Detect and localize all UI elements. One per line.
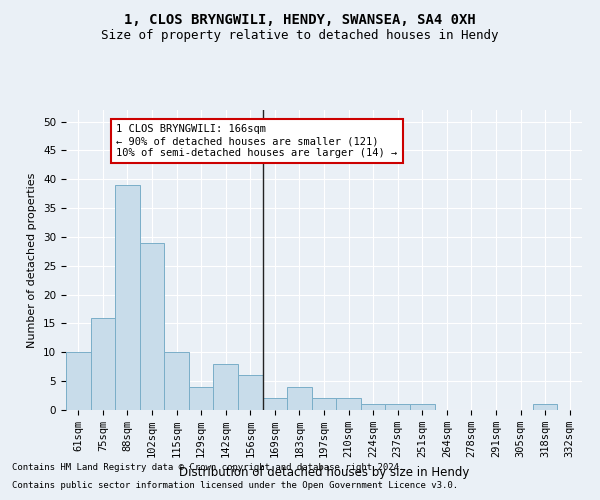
Text: 1 CLOS BRYNGWILI: 166sqm
← 90% of detached houses are smaller (121)
10% of semi-: 1 CLOS BRYNGWILI: 166sqm ← 90% of detach… (116, 124, 398, 158)
Text: Contains HM Land Registry data © Crown copyright and database right 2024.: Contains HM Land Registry data © Crown c… (12, 464, 404, 472)
Bar (385, 404, 410, 410)
Text: 1, CLOS BRYNGWILI, HENDY, SWANSEA, SA4 0XH: 1, CLOS BRYNGWILI, HENDY, SWANSEA, SA4 0… (124, 12, 476, 26)
Y-axis label: Number of detached properties: Number of detached properties (28, 172, 37, 348)
Bar (361, 404, 385, 410)
Bar (189, 387, 214, 410)
Bar (287, 387, 312, 410)
Bar (263, 398, 287, 410)
Bar (410, 404, 434, 410)
Bar (115, 185, 140, 410)
Bar (91, 318, 115, 410)
Text: Contains public sector information licensed under the Open Government Licence v3: Contains public sector information licen… (12, 481, 458, 490)
Bar (312, 398, 336, 410)
Text: Size of property relative to detached houses in Hendy: Size of property relative to detached ho… (101, 29, 499, 42)
X-axis label: Distribution of detached houses by size in Hendy: Distribution of detached houses by size … (179, 466, 469, 478)
Bar (533, 404, 557, 410)
Bar (336, 398, 361, 410)
Bar (164, 352, 189, 410)
Bar (140, 242, 164, 410)
Bar (66, 352, 91, 410)
Bar (238, 376, 263, 410)
Bar (214, 364, 238, 410)
